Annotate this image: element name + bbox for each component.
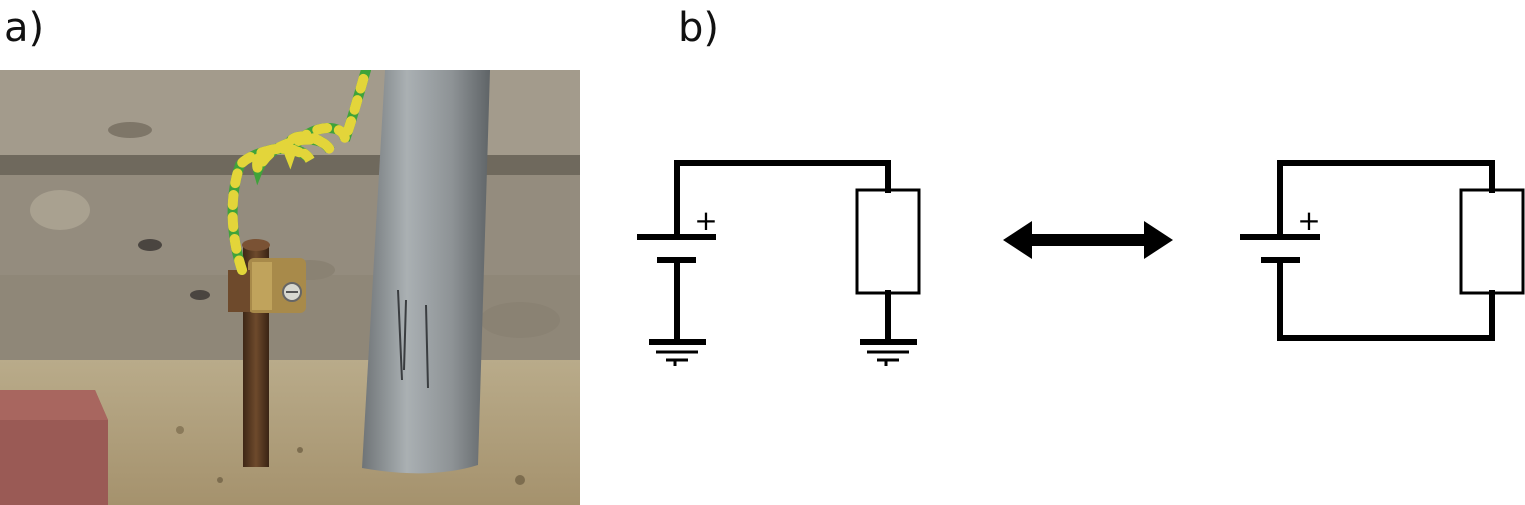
- double-arrow-icon: [1003, 221, 1173, 259]
- circuit-diagram: + +: [637, 160, 1525, 366]
- right-circuit: [1240, 160, 1525, 341]
- panel-a-label: a): [4, 5, 45, 51]
- grounding-photo: [0, 70, 580, 505]
- left-battery-plus: +: [694, 204, 717, 237]
- resistor-icon: [855, 188, 921, 295]
- panel-b-label: b): [678, 5, 719, 51]
- ground-wire-coil: [227, 70, 371, 275]
- metal-pole: [362, 70, 490, 474]
- left-circuit: [637, 160, 921, 343]
- ground-symbol-icon: [649, 339, 706, 366]
- ground-symbol-icon: [860, 339, 917, 366]
- right-battery-plus: +: [1297, 204, 1320, 237]
- resistor-icon: [1459, 188, 1525, 295]
